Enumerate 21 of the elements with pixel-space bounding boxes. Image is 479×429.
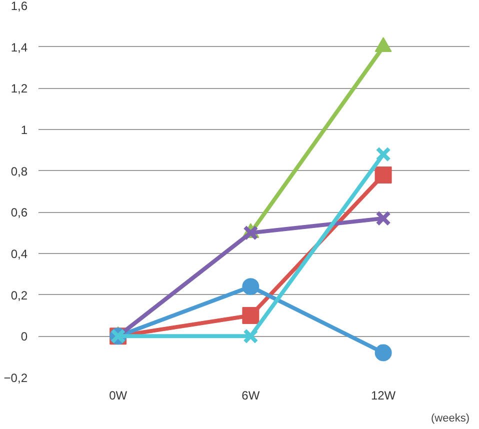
point <box>242 307 260 324</box>
x-tick-label: 6W <box>242 388 260 402</box>
y-tick-label: 0,8 <box>10 164 28 178</box>
point <box>243 328 258 344</box>
y-tick-label: 1,2 <box>10 82 28 96</box>
x-axis-title: (weeks) <box>430 412 470 424</box>
point <box>376 210 391 226</box>
y-tick-label: 0,2 <box>10 288 28 302</box>
point <box>374 344 392 362</box>
x-tick-label: 0W <box>109 388 128 402</box>
y-tick-label: 0 <box>20 330 28 344</box>
y-tick-label: 0,4 <box>10 247 28 261</box>
point <box>376 146 391 162</box>
point <box>242 278 260 296</box>
y-tick-label: 1 <box>20 123 28 137</box>
x-tick-label: 12W <box>370 388 396 402</box>
y-tick-label: −0,2 <box>4 371 28 385</box>
y-tick-label: 0,6 <box>10 206 28 220</box>
y-tick-label: 1,4 <box>10 40 28 54</box>
y-tick-label: 1,6 <box>10 0 28 13</box>
point <box>374 166 392 184</box>
